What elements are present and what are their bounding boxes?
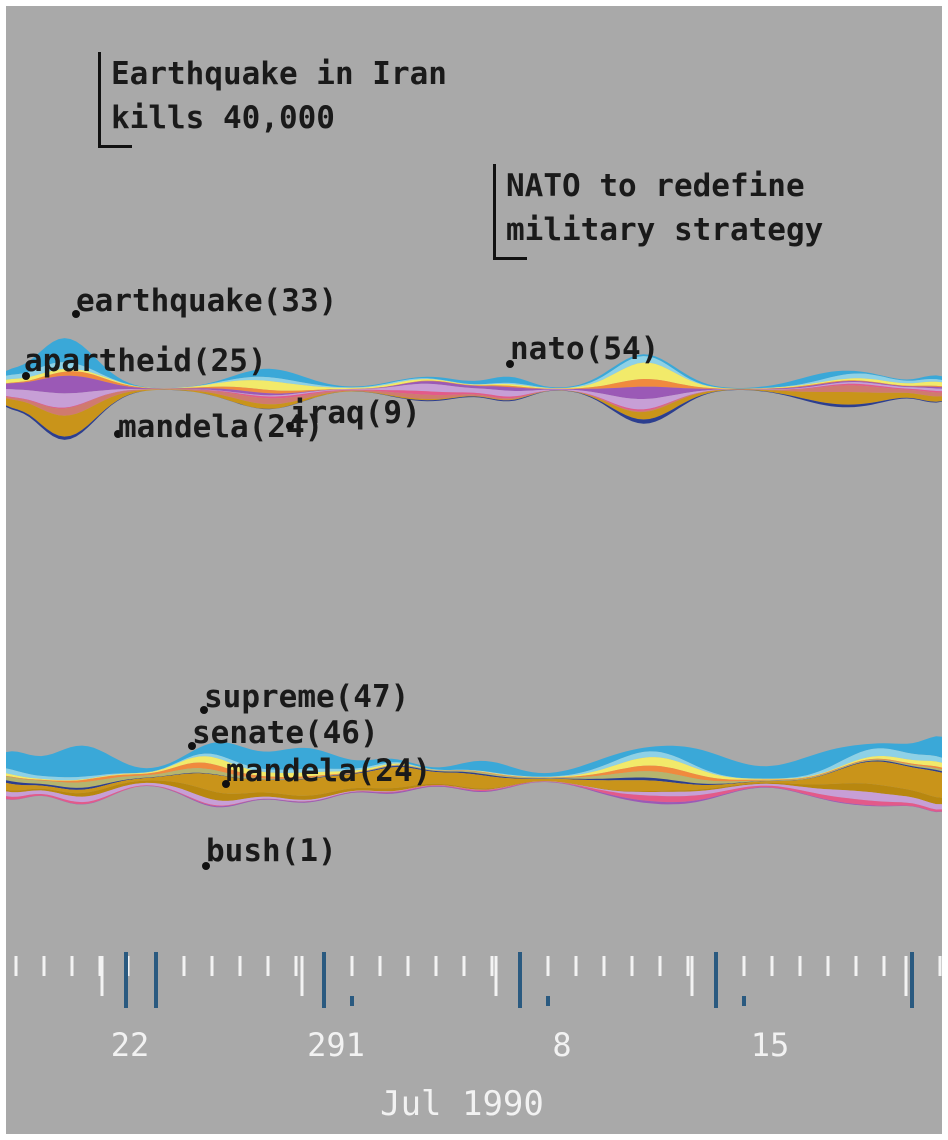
term-dot [188, 742, 196, 750]
term-dot [286, 422, 294, 430]
headline-line: military strategy [506, 212, 824, 248]
term-dot [222, 780, 230, 788]
term-dot [22, 372, 30, 380]
stream-layer [6, 761, 942, 798]
tick-label: 15 [750, 1026, 790, 1064]
stream-layer [6, 338, 942, 389]
chart-canvas: Earthquake in Iran kills 40,000 NATO to … [6, 6, 942, 1134]
term-label[interactable]: senate(46) [192, 715, 379, 751]
term-dot [114, 430, 122, 438]
stream-layer [6, 759, 942, 788]
stream-bottom [6, 736, 942, 813]
term-dot [202, 862, 210, 870]
headline-earthquake: Earthquake in Iran kills 40,000 [98, 52, 447, 148]
term-dot [506, 360, 514, 368]
term-label[interactable]: apartheid(25) [24, 343, 267, 379]
stream-layer [6, 736, 942, 779]
headline-nato: NATO to redefine military strategy [493, 164, 823, 260]
term-dot [72, 310, 80, 318]
tick-label: 22 [110, 1026, 150, 1064]
stream-layer [6, 781, 942, 810]
tick-label: 8 [552, 1026, 572, 1064]
stream-layer [6, 748, 942, 781]
stream-layer [6, 362, 942, 391]
tick-label: 291 [307, 1026, 365, 1064]
x-axis-ticks [14, 952, 942, 1008]
stream-layer [6, 356, 942, 389]
term-dot [200, 706, 208, 714]
term-label[interactable]: nato(54) [510, 331, 660, 367]
term-label[interactable]: mandela(24) [226, 753, 432, 789]
term-label[interactable]: iraq(9) [290, 395, 421, 431]
stream-layer [6, 780, 942, 805]
headline-line: NATO to redefine [506, 168, 805, 204]
stream-layer [6, 389, 942, 437]
headline-line: Earthquake in Iran [111, 56, 447, 92]
term-label[interactable]: supreme(47) [204, 679, 410, 715]
term-label[interactable]: bush(1) [206, 833, 337, 869]
term-label[interactable]: earthquake(33) [76, 283, 338, 319]
stream-layer [6, 375, 942, 399]
stream-layer [6, 371, 942, 394]
stream-layer [6, 385, 942, 416]
headline-line: kills 40,000 [111, 100, 335, 136]
streamgraph-svg [6, 338, 942, 1008]
stream-top [6, 338, 942, 440]
month-label: Jul 1990 [380, 1084, 544, 1124]
stream-layer [6, 756, 942, 781]
